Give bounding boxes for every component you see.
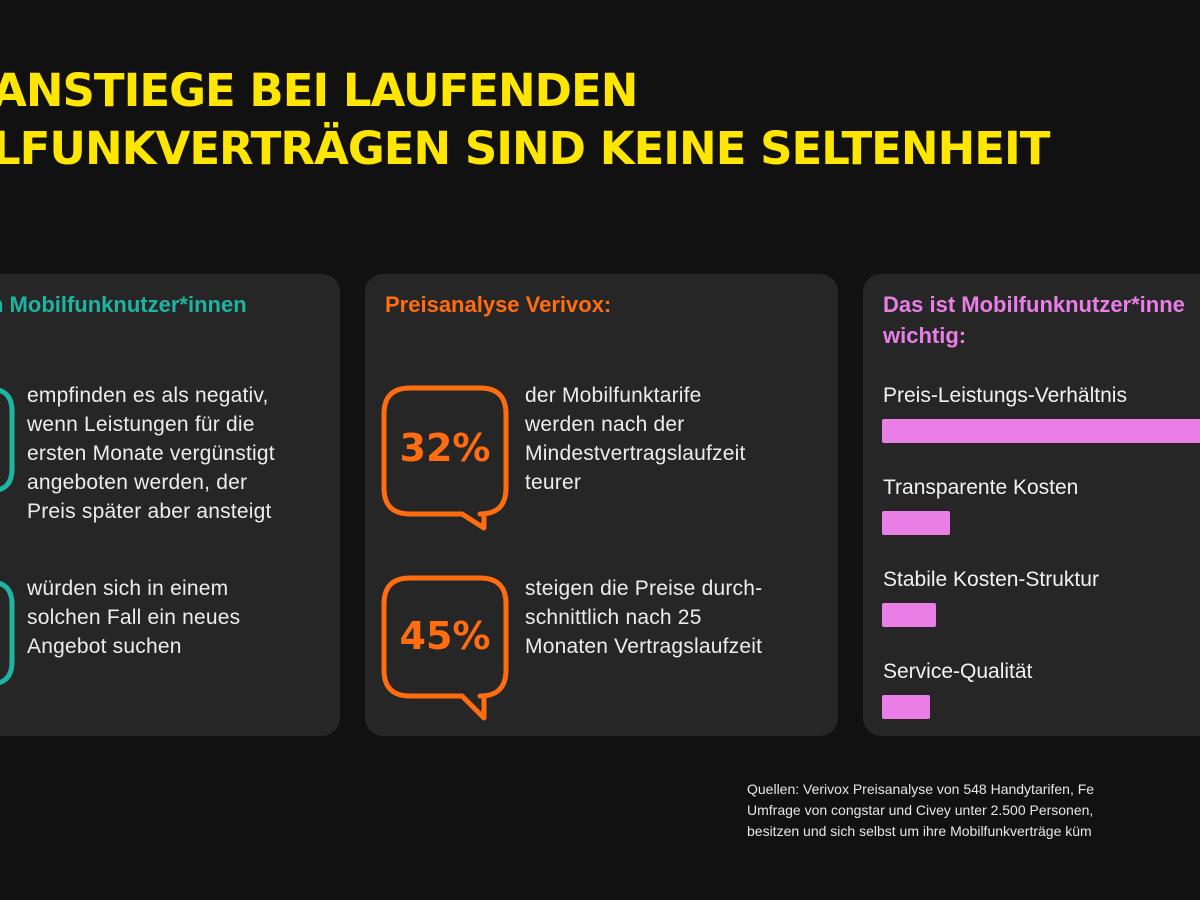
title-line-2: LFUNKVERTRÄGEN SIND KEINE SELTENHEIT [0, 122, 1050, 175]
stat-value-32: 32% [399, 426, 491, 470]
bar-label: Transparente Kosten [883, 476, 1079, 499]
bar-label: Service-Qualität [883, 660, 1033, 683]
speech-bubble-32-icon [381, 385, 509, 531]
survey-item-1: empfinden es als negativ, wenn Leistunge… [27, 384, 275, 523]
analysis-heading: Preisanalyse Verivox: [385, 292, 612, 317]
teal-bubble-2-icon [0, 580, 15, 686]
page-title: ANSTIEGE BEI LAUFENDEN LFUNKVERTRÄGEN SI… [0, 62, 1050, 178]
bar-label: Stabile Kosten-Struktur [883, 568, 1099, 591]
bar-label: Preis-Leistungs-Verhältnis [883, 384, 1127, 407]
bar [882, 603, 936, 627]
survey-item-2: würden sich in einem solchen Fall ein ne… [27, 577, 241, 658]
chart-title: Das ist Mobilfunknutzer*inne wichtig: [883, 292, 1185, 348]
analysis-card: Preisanalyse Verivox: 32% der Mobilfunkt… [365, 274, 838, 736]
analysis-item-1: der Mobilfunktarife werden nach der Mind… [525, 384, 746, 494]
bar [882, 419, 1200, 443]
analysis-item-2: steigen die Preise durch- schnittlich na… [525, 577, 763, 658]
sources-note: Quellen: Verivox Preisanalyse von 548 Ha… [747, 781, 1095, 839]
importance-chart-card: Das ist Mobilfunknutzer*inne wichtig: Pr… [863, 274, 1200, 736]
survey-heading: n Mobilfunknutzer*innen [0, 292, 247, 317]
bar [882, 695, 930, 719]
speech-bubble-45-icon [381, 575, 509, 721]
teal-bubble-1-icon [0, 387, 15, 493]
stat-value-45: 45% [399, 614, 491, 658]
survey-card: n Mobilfunknutzer*innen empfinden es als… [0, 274, 340, 736]
title-line-1: ANSTIEGE BEI LAUFENDEN [0, 64, 638, 117]
bar [882, 511, 950, 535]
